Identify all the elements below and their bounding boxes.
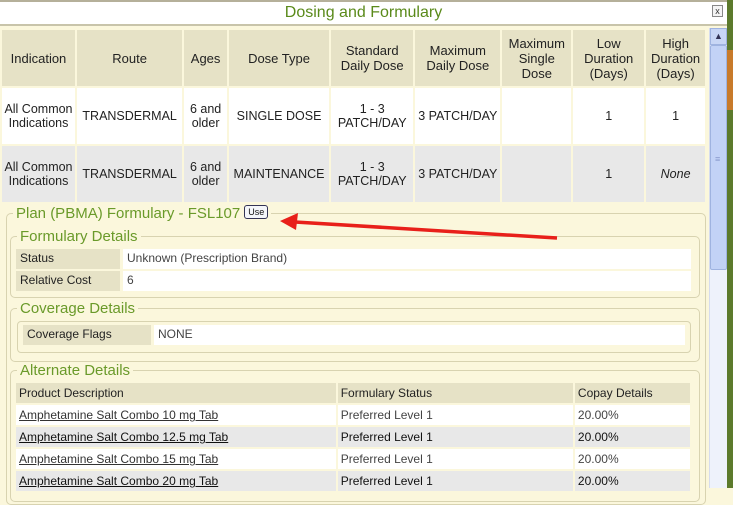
dosing-cell: 1: [573, 146, 645, 202]
column-header: Maximum Daily Dose: [415, 30, 501, 86]
coverage-flags-row: Coverage Flags NONE: [23, 325, 685, 345]
column-header: Low Duration (Days): [573, 30, 645, 86]
alternate-cell: Amphetamine Salt Combo 20 mg Tab: [16, 471, 336, 491]
column-header: Route: [76, 30, 183, 86]
plan-title: Plan (PBMA) Formulary - FSL107: [16, 205, 241, 222]
status-label: Status: [16, 249, 120, 269]
window-title: Dosing and Formulary: [284, 4, 443, 21]
dosing-cell: 6 and older: [184, 146, 227, 202]
close-button[interactable]: x: [712, 5, 723, 17]
alternate-row: Amphetamine Salt Combo 10 mg Tab Preferre…: [16, 405, 690, 425]
dosing-cell: 3 PATCH/DAY: [415, 88, 501, 144]
alternate-row: Amphetamine Salt Combo 12.5 mg Tab Prefer…: [16, 427, 690, 447]
dosing-cell: [502, 146, 572, 202]
dosing-cell: SINGLE DOSE: [228, 88, 330, 144]
window-edge: [727, 0, 733, 488]
alternate-cell: Amphetamine Salt Combo 12.5 mg Tab: [16, 427, 336, 447]
dosing-cell: [502, 88, 572, 144]
column-header: Copay Details: [574, 383, 690, 403]
alternate-cell: 20.00%: [574, 427, 690, 447]
alternate-row: Amphetamine Salt Combo 15 mg Tab Preferre…: [16, 449, 690, 469]
scrollbar-thumb[interactable]: ≡: [710, 45, 727, 270]
dosing-cell: 1: [646, 88, 705, 144]
dosing-cell: TRANSDERMAL: [76, 88, 183, 144]
dosing-cell: All Common Indications: [2, 146, 75, 202]
alternate-cell: Preferred Level 1: [337, 405, 573, 425]
relative-cost-row: Relative Cost 6: [16, 271, 691, 291]
scroll-up-icon[interactable]: ▲: [710, 28, 727, 45]
dosing-row: All Common Indications TRANSDERMAL 6 and o…: [2, 146, 705, 202]
product-link[interactable]: Amphetamine Salt Combo 12.5 mg Tab: [19, 430, 229, 444]
column-header: Ages: [184, 30, 227, 86]
dosing-cell: None: [646, 146, 705, 202]
dosing-cell: 1 - 3 PATCH/DAY: [331, 88, 414, 144]
coverage-flags-value: NONE: [154, 325, 685, 345]
column-header: Standard Daily Dose: [331, 30, 414, 86]
product-link[interactable]: Amphetamine Salt Combo 15 mg Tab: [19, 452, 219, 466]
alternate-row: Amphetamine Salt Combo 20 mg Tab Preferre…: [16, 471, 690, 491]
alternate-details-title: Alternate Details: [20, 362, 131, 379]
alternate-cell: 20.00%: [574, 405, 690, 425]
formulary-details-section: Formulary Details: [10, 228, 700, 298]
coverage-flags-label: Coverage Flags: [23, 325, 151, 345]
dosing-cell: 6 and older: [184, 88, 227, 144]
alternate-cell: Amphetamine Salt Combo 10 mg Tab: [16, 405, 336, 425]
dosing-cell: All Common Indications: [2, 88, 75, 144]
use-button[interactable]: Use: [244, 205, 269, 219]
dosing-cell: 3 PATCH/DAY: [415, 146, 501, 202]
dosing-row: All Common Indications TRANSDERMAL 6 and o…: [2, 88, 705, 144]
relative-cost-label: Relative Cost: [16, 271, 120, 291]
column-header: Indication: [2, 30, 75, 86]
formulary-details-title: Formulary Details: [20, 228, 138, 245]
dosing-cell: 1 - 3 PATCH/DAY: [331, 146, 414, 202]
column-header: High Duration (Days): [646, 30, 705, 86]
alternate-cell: 20.00%: [574, 449, 690, 469]
dosing-cell: 1: [573, 88, 645, 144]
column-header: Maximum Single Dose: [502, 30, 572, 86]
column-header: Product Description: [16, 383, 336, 403]
coverage-details-section: Coverage Details: [10, 300, 700, 362]
dosing-table: Indication Route Ages Dose Type Standard Dai…: [0, 28, 707, 204]
coverage-box: [17, 321, 691, 353]
dosing-cell: MAINTENANCE: [228, 146, 330, 202]
alternate-cell: Preferred Level 1: [337, 449, 573, 469]
relative-cost-value: 6: [123, 271, 691, 291]
window-title-bar: Dosing and Formulary x: [0, 0, 727, 26]
status-value: Unknown (Prescription Brand): [123, 249, 691, 269]
product-link[interactable]: Amphetamine Salt Combo 20 mg Tab: [19, 474, 219, 488]
coverage-details-title: Coverage Details: [20, 300, 136, 317]
alternate-cell: Amphetamine Salt Combo 15 mg Tab: [16, 449, 336, 469]
alternate-cell: 20.00%: [574, 471, 690, 491]
vertical-scrollbar[interactable]: ▲ ≡: [709, 28, 727, 488]
column-header: Formulary Status: [337, 383, 573, 403]
alternate-cell: Preferred Level 1: [337, 471, 573, 491]
annotation-arrow: [280, 213, 558, 240]
product-link[interactable]: Amphetamine Salt Combo 10 mg Tab: [19, 408, 219, 422]
alternate-cell: Preferred Level 1: [337, 427, 573, 447]
dosing-cell: TRANSDERMAL: [76, 146, 183, 202]
alternates-table: Product Description Formulary Status Copay…: [14, 381, 692, 493]
status-row: Status Unknown (Prescription Brand): [16, 249, 691, 269]
column-header: Dose Type: [228, 30, 330, 86]
